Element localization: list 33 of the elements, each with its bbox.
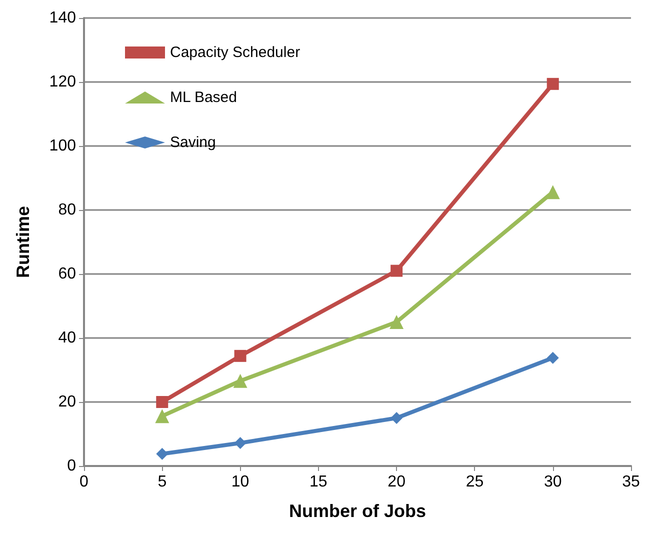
y-tick-label: 100	[49, 138, 76, 154]
point	[546, 352, 559, 364]
x-tick-label: 25	[466, 474, 484, 490]
y-tick-label: 120	[49, 74, 76, 90]
x-tick-label: 20	[388, 474, 406, 490]
x-tick-label: 30	[544, 474, 562, 490]
point	[390, 315, 404, 329]
point	[390, 412, 403, 424]
y-tick-label: 0	[67, 458, 76, 474]
y-tick-label: 60	[58, 266, 76, 282]
legend-label: Capacity Scheduler	[170, 44, 300, 61]
x-tick-label: 15	[310, 474, 328, 490]
x-tick-label: 35	[622, 474, 640, 490]
point	[546, 185, 560, 200]
x-tick-label: 5	[158, 474, 167, 490]
point	[234, 350, 246, 362]
point	[390, 264, 403, 277]
legend-label: Saving	[170, 134, 216, 151]
point	[156, 396, 168, 408]
y-tick-label: 40	[58, 330, 76, 346]
x-tick-label: 0	[80, 474, 89, 490]
legend-label: ML Based	[170, 89, 237, 106]
point	[155, 409, 170, 424]
y-tick-label: 140	[49, 10, 76, 26]
x-axis-title: Number of Jobs	[288, 501, 426, 521]
y-tick-label: 80	[58, 202, 76, 218]
point	[156, 448, 168, 460]
point	[546, 78, 559, 90]
x-tick-label: 10	[231, 474, 250, 490]
y-axis-title: Runtime	[13, 206, 33, 278]
point	[233, 374, 248, 388]
point	[234, 436, 246, 449]
y-tick-label: 20	[58, 394, 76, 410]
